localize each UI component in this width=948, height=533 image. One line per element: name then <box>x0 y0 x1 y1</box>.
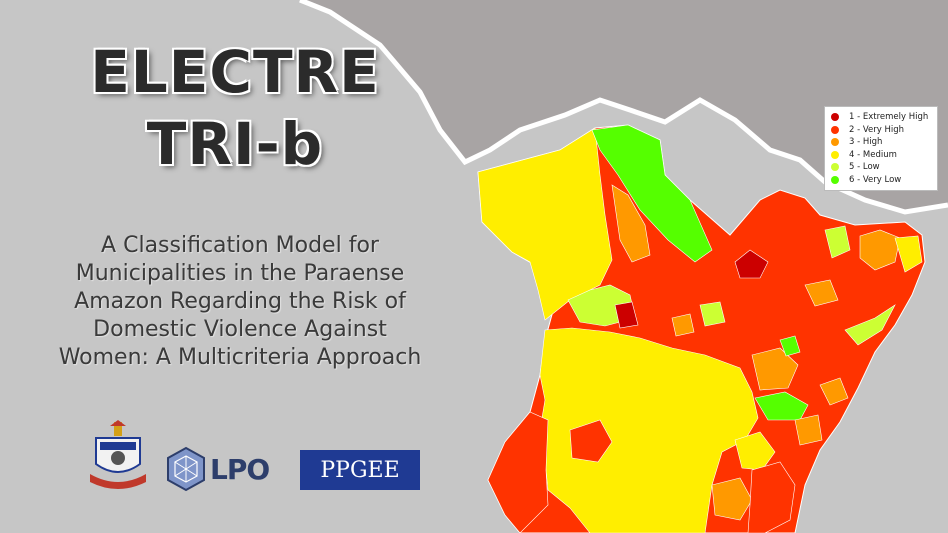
lpo-logo-text: LPO <box>210 452 270 486</box>
lpo-logo: LPO <box>166 444 270 494</box>
legend-label: 1 - Extremely High <box>849 112 929 123</box>
region-high <box>611 184 651 263</box>
legend-item: 4 - Medium <box>831 149 931 162</box>
region-very-low <box>779 335 801 357</box>
legend-item: 5 - Low <box>831 161 931 174</box>
legend-dot-icon <box>831 125 839 134</box>
region-very-high <box>487 411 549 533</box>
university-crest-logo <box>88 420 148 496</box>
legend-item: 1 - Extremely High <box>831 111 931 124</box>
subtitle: A Classification Model for Municipalitie… <box>30 232 450 372</box>
legend-item: 2 - Very High <box>831 124 931 137</box>
legend-item: 6 - Very Low <box>831 174 931 187</box>
title-line-2: TRI-b <box>146 110 324 178</box>
region-extremely-high <box>734 249 769 279</box>
legend-label: 4 - Medium <box>849 149 897 160</box>
region-high <box>859 229 901 271</box>
legend-item: 3 - High <box>831 136 931 149</box>
hexagon-network-icon <box>167 446 205 492</box>
region-high <box>794 414 823 446</box>
ppgee-logo: PPGEE <box>300 450 420 490</box>
map-legend: 1 - Extremely High 2 - Very High 3 - Hig… <box>824 106 938 191</box>
region-low <box>699 301 726 327</box>
region-high <box>671 313 695 337</box>
region-high <box>751 347 799 391</box>
subtitle-line: Municipalities in the Paraense <box>75 261 405 286</box>
region-very-low <box>591 124 713 263</box>
subtitle-line: A Classification Model for <box>101 233 379 258</box>
title-line-1: ELECTRE <box>90 38 380 106</box>
region-very-high <box>747 461 796 533</box>
subtitle-line: Domestic Violence Against <box>93 317 387 342</box>
region-high <box>819 377 849 406</box>
legend-label: 5 - Low <box>849 162 880 173</box>
subtitle-line: Amazon Regarding the Risk of <box>74 289 406 314</box>
region-low <box>844 304 896 346</box>
region-low <box>824 225 851 259</box>
region-medium <box>734 431 776 471</box>
legend-dot-icon <box>831 163 839 172</box>
legend-label: 6 - Very Low <box>849 174 902 185</box>
region-medium <box>894 235 923 273</box>
legend-dot-icon <box>831 138 839 147</box>
region-high <box>711 477 753 521</box>
subtitle-line: Women: A Multicriteria Approach <box>58 345 422 370</box>
region-high <box>804 279 839 307</box>
country-border <box>299 0 948 215</box>
crest-icon <box>90 420 146 489</box>
legend-dot-icon <box>831 113 839 122</box>
legend-dot-icon <box>831 175 839 184</box>
region-extremely-high <box>614 301 639 329</box>
region-very-low <box>754 391 809 421</box>
legend-label: 3 - High <box>849 137 883 148</box>
legend-label: 2 - Very High <box>849 124 905 135</box>
legend-dot-icon <box>831 150 839 159</box>
region-very-high <box>569 419 613 463</box>
